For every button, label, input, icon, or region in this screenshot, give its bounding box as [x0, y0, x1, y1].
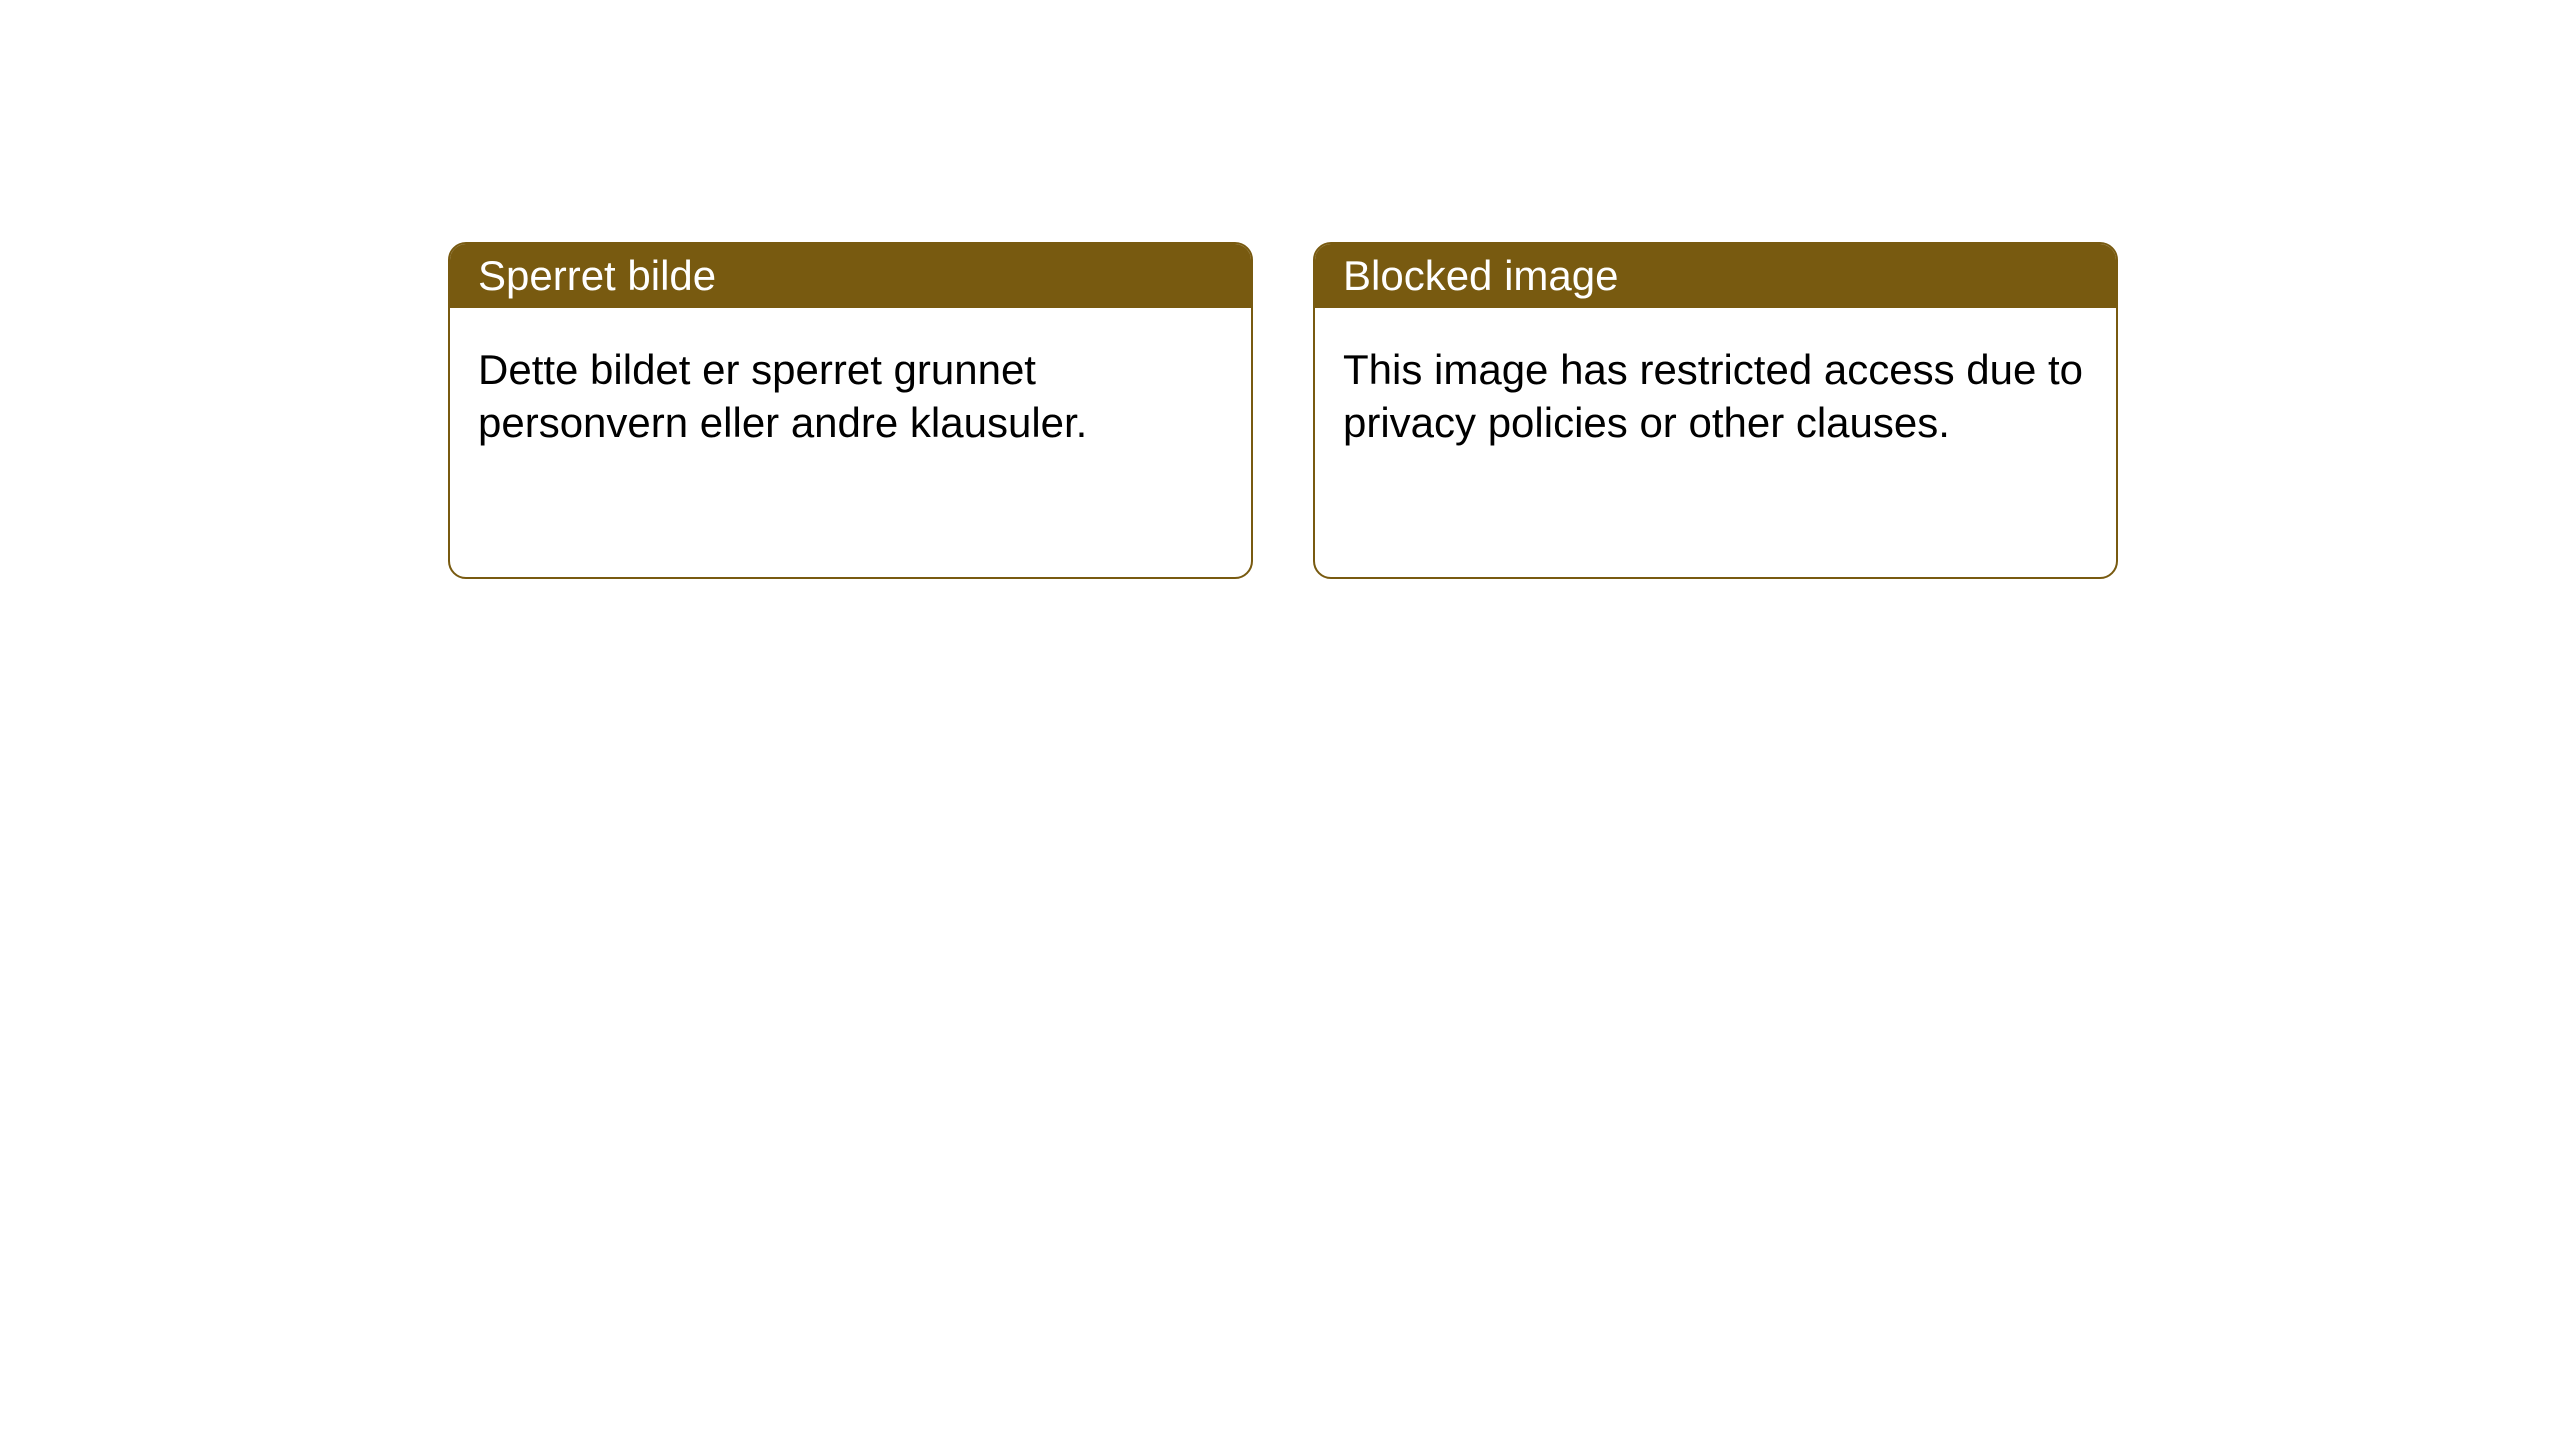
- blocked-image-card-en: Blocked image This image has restricted …: [1313, 242, 2118, 579]
- card-body-en: This image has restricted access due to …: [1315, 308, 2116, 485]
- blocked-image-card-no: Sperret bilde Dette bildet er sperret gr…: [448, 242, 1253, 579]
- card-header-no: Sperret bilde: [450, 244, 1251, 308]
- card-header-en: Blocked image: [1315, 244, 2116, 308]
- card-body-no: Dette bildet er sperret grunnet personve…: [450, 308, 1251, 485]
- notice-container: Sperret bilde Dette bildet er sperret gr…: [0, 0, 2560, 579]
